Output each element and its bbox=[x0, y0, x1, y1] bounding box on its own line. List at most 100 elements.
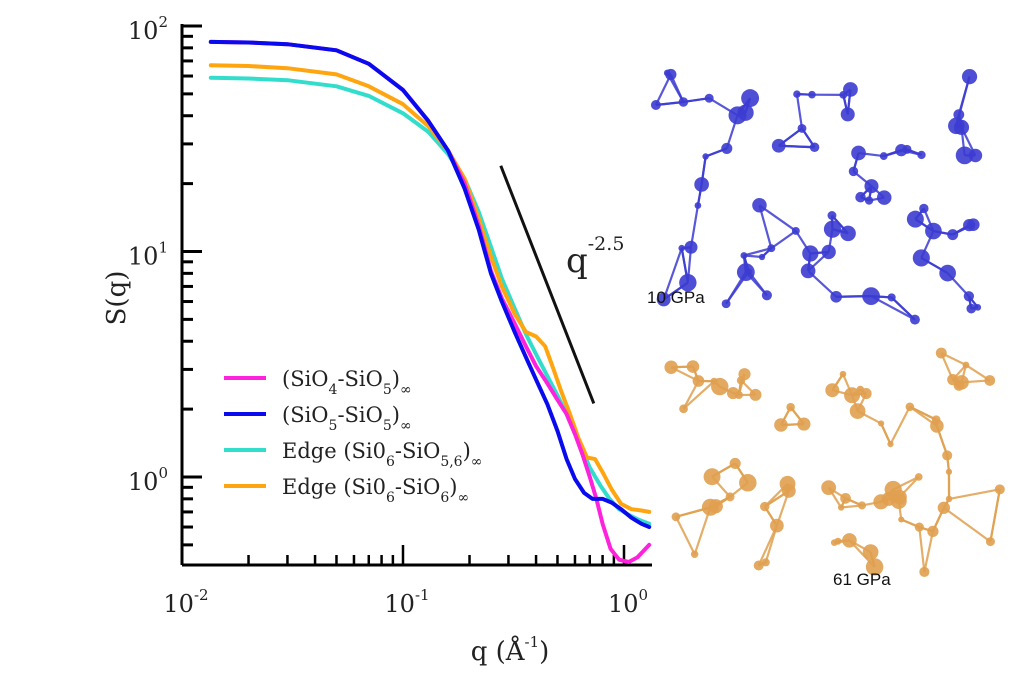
atom bbox=[692, 375, 705, 387]
legend-label: (SiO4-SiO5)∞ bbox=[282, 367, 412, 398]
atom bbox=[830, 290, 842, 303]
bond bbox=[757, 525, 778, 566]
atom bbox=[781, 483, 796, 498]
atom bbox=[770, 518, 784, 533]
atom bbox=[931, 415, 941, 425]
atom bbox=[843, 82, 858, 97]
series-line-2 bbox=[208, 75, 652, 526]
atom bbox=[774, 418, 788, 432]
x-tick-label: 10-2 bbox=[163, 586, 208, 618]
atom bbox=[786, 402, 795, 412]
atom bbox=[955, 146, 974, 165]
series-line-3 bbox=[208, 63, 652, 514]
atom bbox=[864, 196, 874, 205]
atom bbox=[821, 480, 837, 496]
atom bbox=[939, 264, 956, 282]
atom bbox=[808, 90, 816, 99]
atom bbox=[862, 287, 880, 306]
bond bbox=[662, 247, 683, 300]
bond bbox=[909, 405, 937, 421]
y-axis-title: S(q) bbox=[102, 271, 132, 326]
atom bbox=[740, 252, 748, 259]
power-law-guide-line bbox=[499, 165, 596, 404]
atom bbox=[890, 492, 907, 509]
bond bbox=[654, 73, 672, 106]
atom bbox=[825, 383, 840, 398]
atom bbox=[736, 376, 746, 385]
atom bbox=[927, 525, 939, 538]
atom bbox=[966, 303, 977, 314]
bond bbox=[948, 488, 1001, 501]
atom bbox=[963, 219, 976, 232]
y-ticks bbox=[182, 24, 202, 547]
atom bbox=[797, 417, 811, 431]
bond bbox=[758, 205, 773, 249]
molecule-structure-61gpa bbox=[664, 347, 1005, 577]
atom bbox=[753, 560, 764, 571]
atom bbox=[791, 226, 800, 235]
atom bbox=[917, 150, 926, 160]
atom bbox=[876, 190, 892, 205]
atom bbox=[761, 290, 772, 301]
bond bbox=[923, 531, 934, 573]
atom bbox=[914, 522, 924, 532]
atom bbox=[767, 244, 776, 253]
atom bbox=[650, 100, 661, 110]
atom bbox=[887, 293, 896, 302]
series-layer bbox=[208, 39, 652, 564]
atom bbox=[914, 473, 923, 481]
guide-layer: q-2.5 bbox=[499, 165, 624, 404]
atom bbox=[864, 179, 879, 194]
molecule-structure-10gpa bbox=[650, 68, 983, 325]
atom bbox=[862, 544, 879, 560]
atom bbox=[837, 504, 845, 511]
atom bbox=[849, 403, 866, 419]
atom bbox=[840, 493, 851, 504]
atom bbox=[945, 495, 953, 503]
atom bbox=[721, 142, 733, 154]
x-tick-label: 100 bbox=[608, 586, 648, 618]
atom bbox=[694, 202, 702, 209]
x-ticks bbox=[180, 545, 626, 565]
atom bbox=[679, 273, 697, 292]
atom bbox=[721, 299, 731, 309]
bond bbox=[682, 380, 715, 410]
bond bbox=[743, 247, 772, 257]
atom bbox=[945, 468, 953, 475]
atom bbox=[953, 109, 965, 121]
atom bbox=[758, 253, 766, 261]
atom bbox=[961, 68, 978, 85]
atom bbox=[800, 263, 816, 279]
legend-item: Edge (Si06-SiO5,6)∞ bbox=[224, 439, 482, 470]
atom bbox=[877, 420, 885, 427]
y-tick-label: 101 bbox=[128, 239, 168, 271]
atom bbox=[844, 387, 861, 404]
bond bbox=[795, 93, 804, 129]
legend-item: (SiO5-SiO5)∞ bbox=[224, 403, 412, 434]
atom bbox=[679, 404, 688, 414]
atom bbox=[665, 68, 677, 81]
atom bbox=[802, 245, 819, 262]
bond bbox=[674, 516, 696, 555]
atom bbox=[827, 211, 837, 220]
atom bbox=[741, 89, 760, 108]
molecule-label-10gpa: 10 GPa bbox=[647, 288, 705, 307]
atom bbox=[711, 377, 729, 396]
atom bbox=[664, 360, 678, 374]
atom bbox=[953, 380, 965, 391]
atom bbox=[728, 106, 747, 125]
series-line-1 bbox=[208, 39, 652, 529]
atom bbox=[745, 268, 752, 275]
atom bbox=[656, 292, 671, 307]
bond bbox=[880, 423, 892, 445]
atom bbox=[968, 148, 983, 163]
atom bbox=[729, 457, 741, 469]
legend-item: (SiO4-SiO5)∞ bbox=[224, 367, 412, 398]
atom bbox=[809, 142, 820, 153]
atom bbox=[994, 484, 1005, 495]
atom bbox=[703, 468, 721, 486]
atom bbox=[702, 153, 709, 160]
atom bbox=[974, 304, 982, 311]
atom bbox=[839, 370, 847, 378]
atom bbox=[953, 119, 970, 135]
